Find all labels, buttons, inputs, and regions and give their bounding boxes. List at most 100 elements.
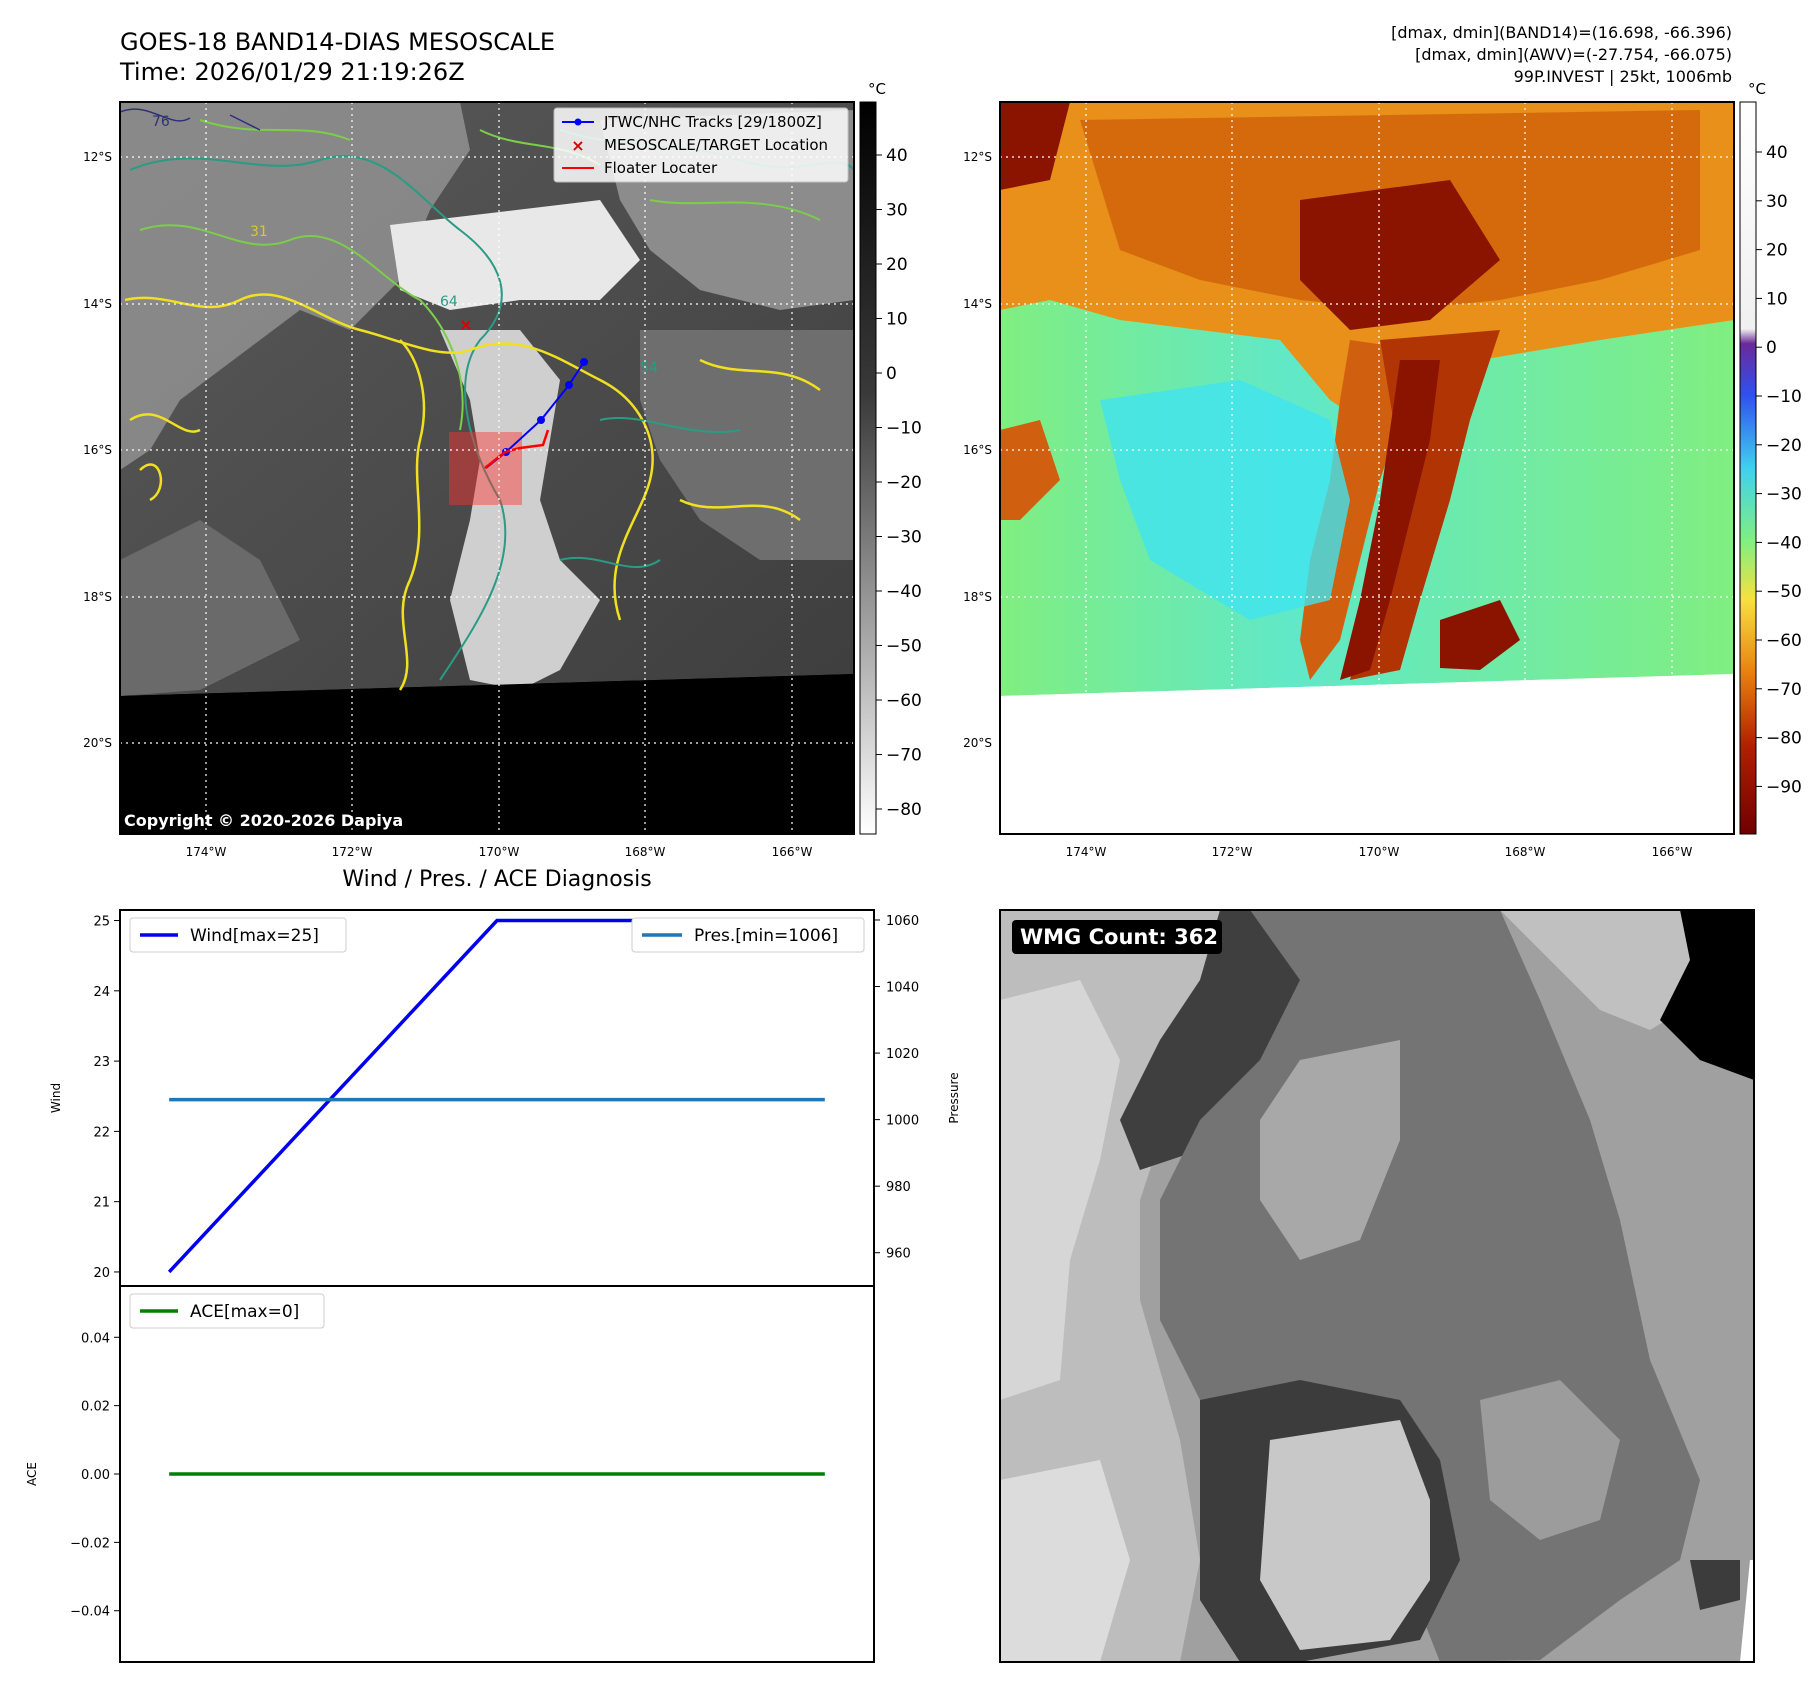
ir-gridlines: [120, 102, 854, 834]
wmg-panel: WMG Count: 362: [999, 909, 1755, 1663]
floater-track: [484, 429, 550, 469]
colorbar-tick: −60: [886, 691, 922, 711]
ace-tick: 0.04: [81, 1331, 110, 1346]
colorbar-tick: −10: [886, 419, 922, 439]
colorbar-tick: −50: [886, 637, 922, 657]
ir-lon-ticks: 174°W 172°W 170°W 168°W 166°W: [186, 845, 813, 859]
lon-tick: 172°W: [1212, 845, 1253, 859]
colorbar-tick: −50: [1766, 582, 1802, 602]
lon-tick: 166°W: [1652, 845, 1693, 859]
colorbar-tick: 10: [1766, 289, 1788, 309]
awv-lon-ticks: 174°W 172°W 170°W 168°W 166°W: [1066, 845, 1693, 859]
colorbar-unit: °C: [1748, 80, 1766, 98]
wind-tick: 20: [93, 1266, 110, 1281]
storm-info: 99P.INVEST | 25kt, 1006mb: [1514, 67, 1732, 86]
colorbar-tick: 20: [886, 255, 908, 275]
awv-gridlines: [1000, 102, 1734, 834]
ace-ylabel: ACE: [25, 1462, 39, 1486]
track-point: [537, 416, 545, 424]
wmg-count: WMG Count: 362: [1020, 925, 1218, 949]
colorbar-tick: 30: [1766, 192, 1788, 212]
ace-tick: 0.00: [81, 1468, 110, 1483]
wind-legend: Wind[max=25]: [129, 917, 347, 953]
colorbar-tick: 0: [886, 364, 897, 384]
ace-tick: −0.04: [70, 1605, 110, 1620]
colorbar-tick: −20: [886, 473, 922, 493]
colorbar-tick: −80: [1766, 729, 1802, 749]
wmg-imagery: [1000, 910, 1754, 1662]
colorbar-tick: −30: [886, 528, 922, 548]
awv-lat-ticks: 12°S 14°S 16°S 18°S 20°S: [963, 150, 992, 750]
figure-time: Time: 2026/01/29 21:19:26Z: [119, 58, 465, 86]
lon-tick: 168°W: [1505, 845, 1546, 859]
lat-tick: 16°S: [83, 443, 112, 457]
wind-ylabel: Wind: [49, 1083, 63, 1113]
ir-legend: JTWC/NHC Tracks [29/1800Z] × MESOSCALE/T…: [553, 107, 849, 183]
ir-imagery: 31 54 64 76 × Copyright © 2020-2026 Dap: [120, 102, 854, 834]
colorbar-tick: 10: [886, 310, 908, 330]
lon-tick: 166°W: [772, 845, 813, 859]
legend-pres: Pres.[min=1006]: [694, 926, 838, 946]
colorbar-tick: −40: [886, 582, 922, 602]
target-marker: ×: [459, 315, 472, 334]
pres-tick: 1040: [886, 981, 919, 996]
awv-imagery: [1000, 102, 1734, 834]
legend-ace: ACE[max=0]: [190, 1302, 299, 1322]
lat-tick: 16°S: [963, 443, 992, 457]
wind-tick: 21: [93, 1196, 110, 1211]
stats-band14: [dmax, dmin](BAND14)=(16.698, -66.396): [1391, 23, 1732, 42]
wind-tick: 22: [93, 1125, 110, 1140]
awv-map-panel: 174°W 172°W 170°W 168°W 166°W 12°S 14°S …: [963, 80, 1802, 859]
ace-legend: ACE[max=0]: [129, 1293, 325, 1329]
ace-tick: −0.02: [70, 1536, 110, 1551]
pres-tick: 1020: [886, 1047, 919, 1062]
contour-label: 76: [152, 114, 170, 130]
colorbar-tick: −80: [886, 800, 922, 820]
colorbar-tick: 40: [886, 146, 908, 166]
lat-tick: 12°S: [963, 150, 992, 164]
pres-tick: 1000: [886, 1114, 919, 1129]
colorbar-tick: 0: [1766, 338, 1777, 358]
lat-tick: 20°S: [83, 736, 112, 750]
contour-label: 64: [440, 294, 458, 310]
pres-tick: 960: [886, 1247, 911, 1262]
lon-tick: 170°W: [479, 845, 520, 859]
pres-ylabel: Pressure: [947, 1072, 961, 1123]
ir-lat-ticks: 12°S 14°S 16°S 18°S 20°S: [83, 150, 112, 750]
wind-tick: 24: [93, 985, 110, 1000]
colorbar-tick: 30: [886, 201, 908, 221]
colorbar-tick: −90: [1766, 777, 1802, 797]
figure-title: GOES-18 BAND14-DIAS MESOSCALE: [120, 28, 555, 56]
track-point: [580, 358, 588, 366]
pres-tick: 980: [886, 1180, 911, 1195]
colorbar-tick: −70: [1766, 680, 1802, 700]
ir-map-panel: 31 54 64 76 × Copyright © 2020-2026 Dap: [83, 80, 922, 859]
colorbar-tick: 40: [1766, 143, 1788, 163]
colorbar-tick: −10: [1766, 387, 1802, 407]
track-point: [565, 381, 573, 389]
wind-tick: 25: [93, 915, 110, 930]
diagnosis-title: Wind / Pres. / ACE Diagnosis: [342, 867, 651, 892]
lat-tick: 18°S: [963, 590, 992, 604]
legend-track: JTWC/NHC Tracks [29/1800Z]: [603, 113, 822, 131]
pres-legend: Pres.[min=1006]: [631, 917, 865, 953]
stats-awv: [dmax, dmin](AWV)=(-27.754, -66.075): [1415, 45, 1732, 64]
legend-wind: Wind[max=25]: [190, 926, 319, 946]
pres-tick: 1060: [886, 914, 919, 929]
colorbar-tick: −60: [1766, 631, 1802, 651]
colorbar-tick: −30: [1766, 485, 1802, 505]
lat-tick: 20°S: [963, 736, 992, 750]
contour-label: 54: [640, 360, 658, 376]
lat-tick: 18°S: [83, 590, 112, 604]
colorbar-tick: 20: [1766, 241, 1788, 261]
colorbar-tick: −70: [886, 746, 922, 766]
colorbar-unit: °C: [868, 80, 886, 98]
colorbar-tick: −40: [1766, 533, 1802, 553]
wmg-label-box: [1012, 920, 1222, 954]
lon-tick: 168°W: [625, 845, 666, 859]
lon-tick: 172°W: [332, 845, 373, 859]
wind-tick: 23: [93, 1055, 110, 1070]
awv-colorbar: °C 40 30 20 10 0 −10 −20 −30 −40 −50 −60 −70 −80 −90: [1739, 80, 1802, 835]
legend-floater: Floater Locater: [604, 159, 718, 177]
